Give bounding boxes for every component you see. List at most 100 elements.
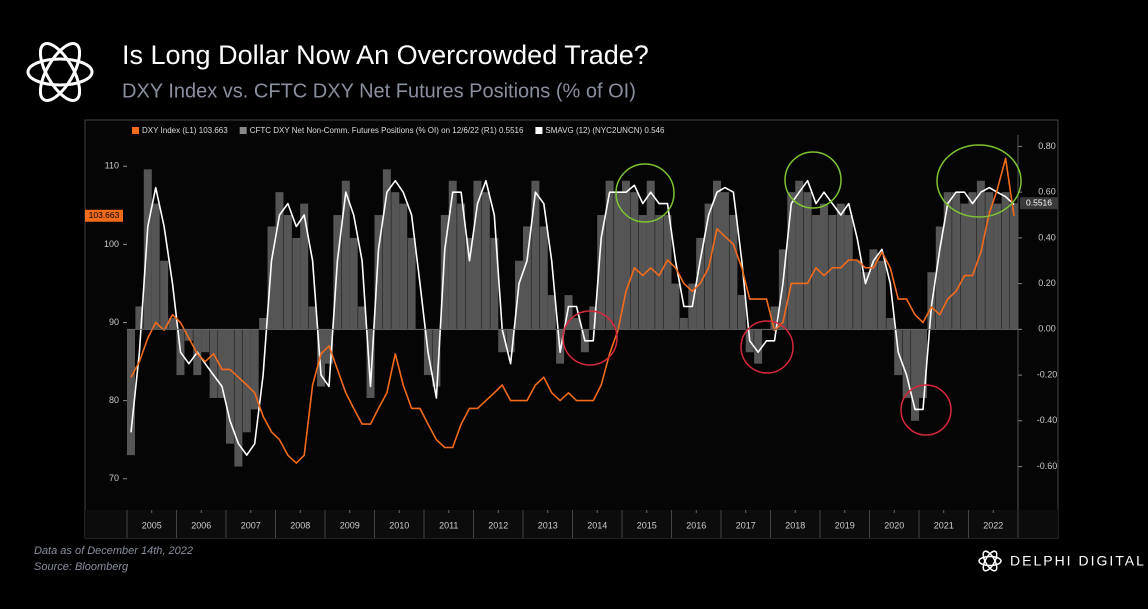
footnote: Data as of December 14th, 2022 <box>34 545 193 557</box>
position-bar <box>836 203 845 330</box>
legend-label: SMAVG (12) (NYC2UNCN) 0.546 <box>545 126 665 135</box>
position-bar <box>481 192 490 330</box>
position-bar <box>184 329 193 341</box>
position-bar <box>935 226 944 330</box>
y2-tick-label: 0.80 <box>1038 141 1056 151</box>
red-circle <box>900 384 952 436</box>
x-tick-label: 2018 <box>785 520 805 530</box>
position-bar <box>382 169 391 330</box>
green-circle <box>936 144 1022 218</box>
position-bar <box>1001 192 1010 330</box>
position-bar <box>886 317 895 330</box>
y-tick-label: 100 <box>104 239 119 249</box>
y-tick-label: 80 <box>109 395 119 405</box>
last-value-badge <box>85 209 123 222</box>
x-tick-label: 2021 <box>934 520 954 530</box>
position-bar <box>597 215 606 330</box>
position-bar <box>539 226 548 330</box>
legend-swatch <box>132 127 139 134</box>
legend-swatch <box>239 127 247 134</box>
position-bar <box>201 329 210 353</box>
position-bar <box>225 329 234 444</box>
title: Is Long Dollar Now An Overcrowded Trade? <box>122 40 649 70</box>
x-tick-label: 2011 <box>439 520 458 530</box>
position-bar <box>803 192 812 330</box>
position-bar <box>918 329 927 398</box>
brand: DELPHI DIGITAL <box>1010 553 1146 569</box>
position-bar <box>457 203 466 330</box>
position-bar <box>259 317 268 330</box>
y2-tick-label: -0.60 <box>1037 461 1058 471</box>
position-bar <box>877 260 886 330</box>
position-bar <box>547 295 556 330</box>
red-circle <box>562 310 618 366</box>
position-bar <box>349 237 358 330</box>
x-tick-label: 2016 <box>686 520 706 530</box>
position-bar <box>209 329 218 398</box>
position-bar <box>498 329 507 353</box>
y-tick-label: 90 <box>109 317 119 327</box>
position-bar <box>283 215 292 330</box>
y2-tick-label: 0.40 <box>1038 232 1056 242</box>
position-bar <box>490 237 499 330</box>
position-bar <box>614 192 623 330</box>
position-bar <box>126 329 135 456</box>
position-bar <box>250 329 259 410</box>
position-bar <box>366 329 375 398</box>
position-bar <box>819 203 828 330</box>
position-bar <box>713 180 722 330</box>
position-bar <box>844 215 853 330</box>
series-line <box>130 179 1015 456</box>
position-bar <box>242 329 251 433</box>
position-bar <box>407 237 416 330</box>
x-tick-label: 2006 <box>191 520 211 530</box>
series-line <box>130 157 1015 464</box>
legend-swatch <box>535 127 543 134</box>
y2-tick-label: -0.20 <box>1037 369 1058 379</box>
position-bar <box>308 306 317 330</box>
position-bar <box>754 329 763 364</box>
position-bar <box>440 215 449 330</box>
y2-tick-label: -0.40 <box>1037 415 1058 425</box>
x-tick-label: 2008 <box>290 520 310 530</box>
position-bar <box>993 203 1002 330</box>
position-bar <box>968 192 977 330</box>
legend-label: CFTC DXY Net Non-Comm. Futures Positions… <box>250 126 524 135</box>
position-bar <box>234 329 243 467</box>
position-bar <box>275 192 284 330</box>
x-tick-label: 2014 <box>587 520 607 530</box>
position-bar <box>572 317 581 330</box>
position-bar <box>812 215 821 330</box>
y2-tick-label: 0.20 <box>1038 278 1056 288</box>
position-bar <box>663 215 672 330</box>
x-tick-label: 2013 <box>538 520 558 530</box>
position-bar <box>374 215 383 330</box>
position-bar <box>952 192 961 330</box>
y2-tick-label: 0.00 <box>1038 324 1056 334</box>
position-bar <box>943 192 952 330</box>
x-tick-label: 2020 <box>884 520 904 530</box>
x-tick-label: 2005 <box>142 520 162 530</box>
position-bar <box>985 192 994 330</box>
position-bar <box>358 306 367 330</box>
x-tick-label: 2022 <box>983 520 1003 530</box>
x-tick-label: 2007 <box>241 520 261 530</box>
y2-tick-label: 0.60 <box>1038 187 1056 197</box>
position-bar <box>630 192 639 330</box>
x-tick-label: 2010 <box>389 520 409 530</box>
position-bar <box>828 215 837 330</box>
position-bar <box>976 180 985 330</box>
position-bar <box>391 192 400 330</box>
x-tick-label: 2009 <box>340 520 360 530</box>
position-bar <box>795 180 804 330</box>
position-bar <box>729 215 738 330</box>
position-bar <box>655 215 664 330</box>
position-bar <box>621 180 630 330</box>
position-bar <box>720 192 729 330</box>
position-bar <box>770 306 779 330</box>
green-circle <box>615 163 675 223</box>
last-value-badge <box>1020 197 1058 210</box>
brand-logo <box>978 550 1002 572</box>
green-circle <box>784 151 842 209</box>
